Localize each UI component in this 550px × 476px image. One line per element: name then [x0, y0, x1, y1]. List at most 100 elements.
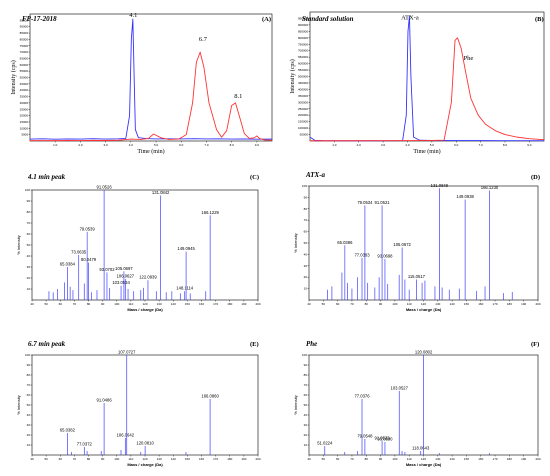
- ms-peak-label: 166.0860: [201, 394, 219, 399]
- peak-label: Phe: [464, 55, 474, 62]
- plot-area: [31, 189, 259, 301]
- x-axis-title: Mass / charge (Da): [127, 307, 163, 312]
- x-tick-label: 190: [521, 457, 526, 461]
- y-tick-label: 70: [27, 221, 31, 225]
- y-axis-title: % Intensity: [293, 395, 298, 415]
- panel-title: FP-17-2018: [22, 15, 57, 23]
- y-tick-label: 80: [304, 207, 308, 211]
- chart-panel-5: 6.7 min peak (E) 10 20 30 40 50 60 70 80 90 100 40 50…: [16, 340, 261, 467]
- y-tick-label: 40: [27, 413, 31, 417]
- x-tick-label: 40: [30, 302, 34, 306]
- x-tick-label: 5.0: [430, 143, 435, 147]
- x-tick-label: 140: [450, 457, 455, 461]
- peak-label: ATX-a: [401, 14, 419, 21]
- y-axis-title: % Intensity: [16, 395, 21, 415]
- series-line-2: [310, 37, 545, 142]
- y-tick-label: 20000: [20, 114, 29, 118]
- y-tick-label: 50000: [300, 133, 309, 137]
- y-tick-label: 10: [304, 443, 308, 447]
- ms-peak-label: 91.0521: [374, 200, 390, 205]
- y-tick-label: 15000: [20, 120, 29, 124]
- panel-title: ATX-a: [305, 171, 326, 179]
- ms-peak-label: 148.1114: [176, 286, 194, 291]
- ms-peak-label: 120.0802: [415, 350, 433, 355]
- panel-letter: (B): [535, 16, 544, 23]
- y-tick-label: 650000: [298, 55, 308, 59]
- y-tick-label: 60: [27, 393, 31, 397]
- x-tick-label: 90: [101, 457, 105, 461]
- ms-peak-label: 79.0534: [357, 200, 373, 205]
- x-tick-label: 9.0: [527, 143, 532, 147]
- ms-peak-label: 79.0548: [357, 434, 373, 439]
- y-axis-title: % Intensity: [16, 235, 21, 255]
- x-tick-label: 160: [478, 302, 483, 306]
- ms-peak-label: 131.0842: [152, 190, 170, 195]
- ms-peak-label: 93.0690: [377, 437, 393, 442]
- ms-peak-label: 166.1229: [201, 210, 219, 215]
- x-tick-label: 100: [114, 457, 119, 461]
- x-tick-label: 40: [307, 302, 311, 306]
- ms-peak-label: 105.0697: [115, 266, 133, 271]
- x-tick-label: 60: [336, 457, 340, 461]
- series-line-2: [29, 51, 273, 142]
- x-tick-label: 2.0: [357, 143, 362, 147]
- y-tick-label: 800000: [298, 36, 308, 40]
- y-tick-label: 60: [27, 232, 31, 236]
- y-tick-label: 20: [27, 433, 31, 437]
- y-tick-label: 85000: [20, 31, 29, 35]
- peak-label: 4.1: [129, 12, 137, 19]
- x-tick-label: 130: [435, 302, 440, 306]
- x-tick-label: 150: [464, 457, 469, 461]
- y-tick-label: 30: [304, 264, 308, 268]
- y-tick-label: 10: [27, 287, 31, 291]
- y-tick-label: 400000: [298, 87, 308, 91]
- y-tick-label: 60000: [20, 63, 29, 67]
- ms-peak-label: 103.0534: [112, 280, 130, 285]
- x-tick-label: 70: [73, 457, 77, 461]
- x-tick-label: 6.0: [454, 143, 459, 147]
- x-tick-label: 50: [44, 302, 48, 306]
- x-tick-label: 140: [171, 457, 176, 461]
- x-tick-label: 80: [365, 457, 369, 461]
- y-tick-label: 60: [304, 230, 308, 234]
- x-tick-label: 50: [44, 457, 48, 461]
- ms-peak-label: 122.0939: [139, 275, 157, 280]
- x-tick-label: 190: [241, 302, 246, 306]
- y-tick-label: 250000: [298, 107, 308, 111]
- x-tick-label: 170: [493, 302, 498, 306]
- ms-peak-label: 80.0479: [81, 257, 97, 262]
- y-tick-label: 35000: [20, 95, 29, 99]
- peak-label: 8.1: [234, 93, 242, 100]
- ms-peak-label: 65.0382: [60, 428, 76, 433]
- y-tick-label: 60: [304, 393, 308, 397]
- y-tick-label: 100: [25, 353, 30, 357]
- y-tick-label: 45000: [20, 82, 29, 86]
- chart-panel-1: FP-17-2018 (A) 5000 10000 15000 20000 25000 300…: [10, 12, 273, 155]
- series-line-1: [29, 18, 273, 140]
- ms-peak-label: 115.0517: [408, 274, 426, 279]
- y-tick-label: 30: [27, 423, 31, 427]
- x-axis-title: Mass / charge (Da): [127, 462, 163, 467]
- ms-peak-label: 106.0642: [117, 433, 135, 438]
- y-tick-label: 900000: [298, 23, 308, 27]
- x-tick-label: 110: [128, 302, 133, 306]
- x-tick-label: 120: [421, 457, 426, 461]
- ms-peak-label: 65.0384: [60, 262, 76, 267]
- peak-label: 6.7: [199, 36, 208, 43]
- y-tick-label: 50: [304, 403, 308, 407]
- y-tick-label: 30: [27, 265, 31, 269]
- y-tick-label: 25000: [20, 107, 29, 111]
- x-tick-label: 70: [73, 302, 77, 306]
- chart-panel-2: Standard solution (B) 50000 100000 150000 200…: [289, 11, 545, 155]
- y-tick-label: 750000: [298, 42, 308, 46]
- ms-peak-label: 106.0627: [117, 274, 135, 279]
- panel-letter: (E): [250, 341, 259, 348]
- x-tick-label: 40: [307, 457, 311, 461]
- x-tick-label: 200: [255, 457, 260, 461]
- x-tick-label: 190: [241, 457, 246, 461]
- panel-title: Standard solution: [302, 15, 354, 23]
- x-axis-title: Time (min): [413, 148, 440, 155]
- panel-letter: (F): [531, 341, 539, 348]
- x-tick-label: 150: [185, 457, 190, 461]
